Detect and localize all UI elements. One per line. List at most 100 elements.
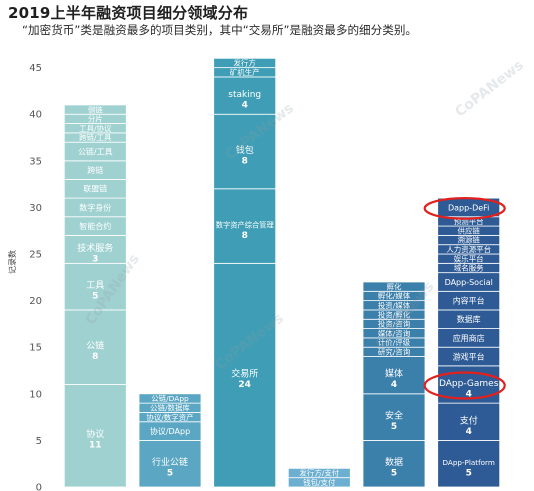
bar-segment: 内容平台: [437, 290, 501, 311]
highlight-ellipse: [423, 371, 506, 400]
segment-label: 工具: [86, 280, 104, 291]
segment-label: 发行方/支付: [299, 468, 339, 478]
segment-label: staking: [228, 90, 261, 100]
segment-value: 4: [242, 101, 248, 111]
bar-segment-rect: [63, 262, 127, 311]
bar-segment: 钱包/支付: [287, 477, 351, 488]
segment-label: 投资/孵化: [378, 309, 411, 319]
bar-segment: 研究/咨询: [362, 347, 426, 357]
segment-label: 交易所: [231, 368, 258, 380]
segment-label: 数字身份: [79, 202, 111, 212]
y-tick-label: 45: [29, 63, 42, 74]
y-tick-label: 40: [29, 110, 42, 121]
segment-label: 内容平台: [453, 296, 485, 306]
segment-label: 数据库: [457, 314, 481, 324]
watermark: CoPANews: [452, 57, 527, 120]
segment-label: 侧链: [88, 104, 103, 114]
segment-label: 孵化: [387, 281, 402, 291]
bar-segment: 娱乐平台: [437, 253, 501, 264]
segment-label: 工具/协议: [79, 123, 112, 133]
bar-segment-rect: [138, 439, 202, 488]
chart-title: 2019上半年融资项目细分领域分布: [8, 4, 249, 22]
bar-segment-rect: [213, 262, 277, 488]
bar-segment-rect: [362, 393, 426, 441]
segment-label: 人力资源平台: [446, 244, 491, 254]
segment-label: 安全: [385, 410, 403, 422]
bar-segment: 协议/DApp: [138, 421, 202, 441]
chart-subtitle: “加密货币”类是融资最多的项目类别，其中“交易所”是融资最多的细分类别。: [22, 23, 418, 37]
segment-value: 3: [92, 254, 98, 264]
segment-value: 8: [242, 231, 248, 241]
bar-segment: 支付4: [437, 402, 501, 441]
bar-segment: 媒体4: [362, 356, 426, 395]
bar-segment: 协议/数字资产: [138, 412, 202, 423]
bar-segment-rect: [138, 393, 202, 404]
y-axis-label: 记录数: [7, 250, 17, 274]
segment-value: 8: [92, 352, 98, 362]
y-tick-label: 25: [29, 250, 42, 261]
bar-segment: 孵化: [362, 281, 426, 292]
bar-segment: 供应链: [437, 225, 501, 236]
bar: DApp-Platform5支付4DApp-Games4游戏平台应用商店数据库内…: [437, 197, 501, 488]
bar-segment: 矿机生产: [213, 67, 277, 78]
segment-label: 数字资产综合管理: [216, 221, 274, 230]
bar: 协议11公链8工具5技术服务3智能合约数字身份联盟链跨链公链/工具跨链/工具工具…: [63, 104, 127, 488]
bar-segment: 公链/工具: [63, 141, 127, 162]
segment-label: 钱包/支付: [303, 477, 336, 487]
bar-segment: 数据库: [437, 309, 501, 329]
segment-value: 11: [89, 441, 102, 451]
segment-label: 发行方: [234, 58, 256, 68]
bar-segment-rect: [63, 104, 127, 115]
y-tick-label: 35: [29, 156, 42, 167]
segment-label: 跨链: [87, 165, 103, 175]
bar-segment: 域名服务: [437, 263, 501, 274]
segment-label: 研究/咨询: [378, 347, 410, 357]
bar-segment: 联盟链: [63, 179, 127, 199]
bars: 协议11公链8工具5技术服务3智能合约数字身份联盟链跨链公链/工具跨链/工具工具…: [63, 57, 501, 488]
segment-label: 公链/工具: [78, 146, 113, 156]
segment-label: 供应链: [458, 225, 481, 235]
segment-label: 游戏平台: [453, 351, 485, 361]
bar-segment-rect: [287, 467, 351, 479]
segment-value: 5: [92, 292, 98, 302]
bar-segment: 发行方/支付: [287, 467, 351, 479]
segment-value: 4: [466, 390, 472, 400]
bar-segment: 安全5: [362, 393, 426, 441]
segment-label: 娱乐平台: [454, 253, 484, 263]
bar-segment: 游戏平台: [437, 346, 501, 367]
segment-label: DApp-Social: [445, 278, 493, 287]
segment-value: 4: [466, 427, 472, 437]
segment-label: 计价/评级: [378, 337, 411, 347]
segment-value: 4: [391, 380, 397, 390]
bar-segment: 工具/协议: [63, 123, 127, 134]
segment-label: 联盟链: [83, 184, 107, 194]
segment-label: 跨链/工具: [79, 132, 112, 142]
bar-segment: 智能合约: [63, 216, 127, 236]
bar-segment: 应用商店: [437, 328, 501, 348]
segment-label: 数据: [385, 456, 403, 468]
bar-segment: 侧链: [63, 104, 127, 115]
bar-segment-rect: [362, 281, 426, 292]
segment-label: 智能合约: [79, 221, 111, 231]
segment-value: 8: [242, 157, 248, 167]
bar-segment: 数字身份: [63, 197, 127, 218]
segment-label: 公链/DApp: [151, 393, 189, 403]
y-tick-label: 10: [29, 389, 42, 400]
segment-label: 矿机生产: [230, 67, 260, 77]
y-tick-label: 0: [36, 483, 42, 491]
bar-segment: 发行方: [213, 57, 277, 69]
bar-segment-rect: [213, 57, 277, 69]
segment-value: 24: [238, 380, 251, 390]
segment-label: 媒体: [385, 368, 403, 380]
segment-label: DApp-Games: [439, 379, 499, 389]
bar-segment: 人力资源平台: [437, 244, 501, 255]
segment-label: 公链/数据库: [150, 403, 190, 413]
bar-segment: 溯源链: [437, 235, 501, 246]
